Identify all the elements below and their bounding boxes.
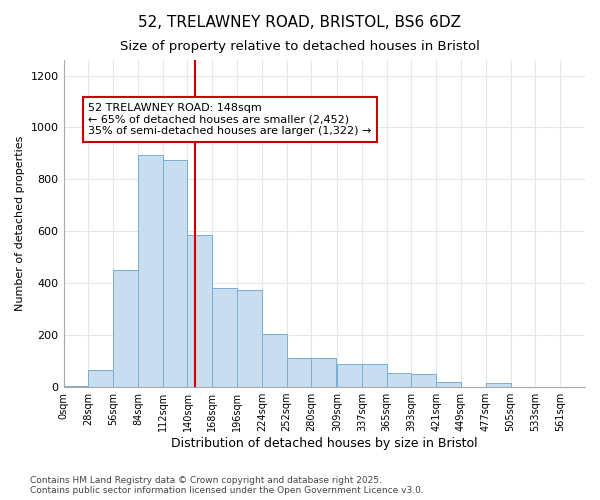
Bar xyxy=(262,334,287,387)
Bar xyxy=(337,364,362,387)
Bar xyxy=(138,156,163,387)
Text: 52 TRELAWNEY ROAD: 148sqm
← 65% of detached houses are smaller (2,452)
35% of se: 52 TRELAWNEY ROAD: 148sqm ← 65% of detac… xyxy=(88,103,372,136)
Text: Contains HM Land Registry data © Crown copyright and database right 2025.
Contai: Contains HM Land Registry data © Crown c… xyxy=(30,476,424,495)
X-axis label: Distribution of detached houses by size in Bristol: Distribution of detached houses by size … xyxy=(171,437,478,450)
Bar xyxy=(486,383,511,387)
Bar xyxy=(237,290,262,387)
Bar xyxy=(412,374,436,387)
Bar xyxy=(88,370,113,387)
Bar xyxy=(212,288,237,387)
Bar xyxy=(436,382,461,387)
Bar xyxy=(187,235,212,387)
Bar xyxy=(64,386,88,387)
Bar xyxy=(386,373,412,387)
Y-axis label: Number of detached properties: Number of detached properties xyxy=(15,136,25,311)
Bar xyxy=(163,160,187,387)
Bar xyxy=(287,358,311,387)
Bar xyxy=(113,270,138,387)
Bar xyxy=(311,358,336,387)
Bar xyxy=(362,364,386,387)
Text: 52, TRELAWNEY ROAD, BRISTOL, BS6 6DZ: 52, TRELAWNEY ROAD, BRISTOL, BS6 6DZ xyxy=(139,15,461,30)
Text: Size of property relative to detached houses in Bristol: Size of property relative to detached ho… xyxy=(120,40,480,53)
